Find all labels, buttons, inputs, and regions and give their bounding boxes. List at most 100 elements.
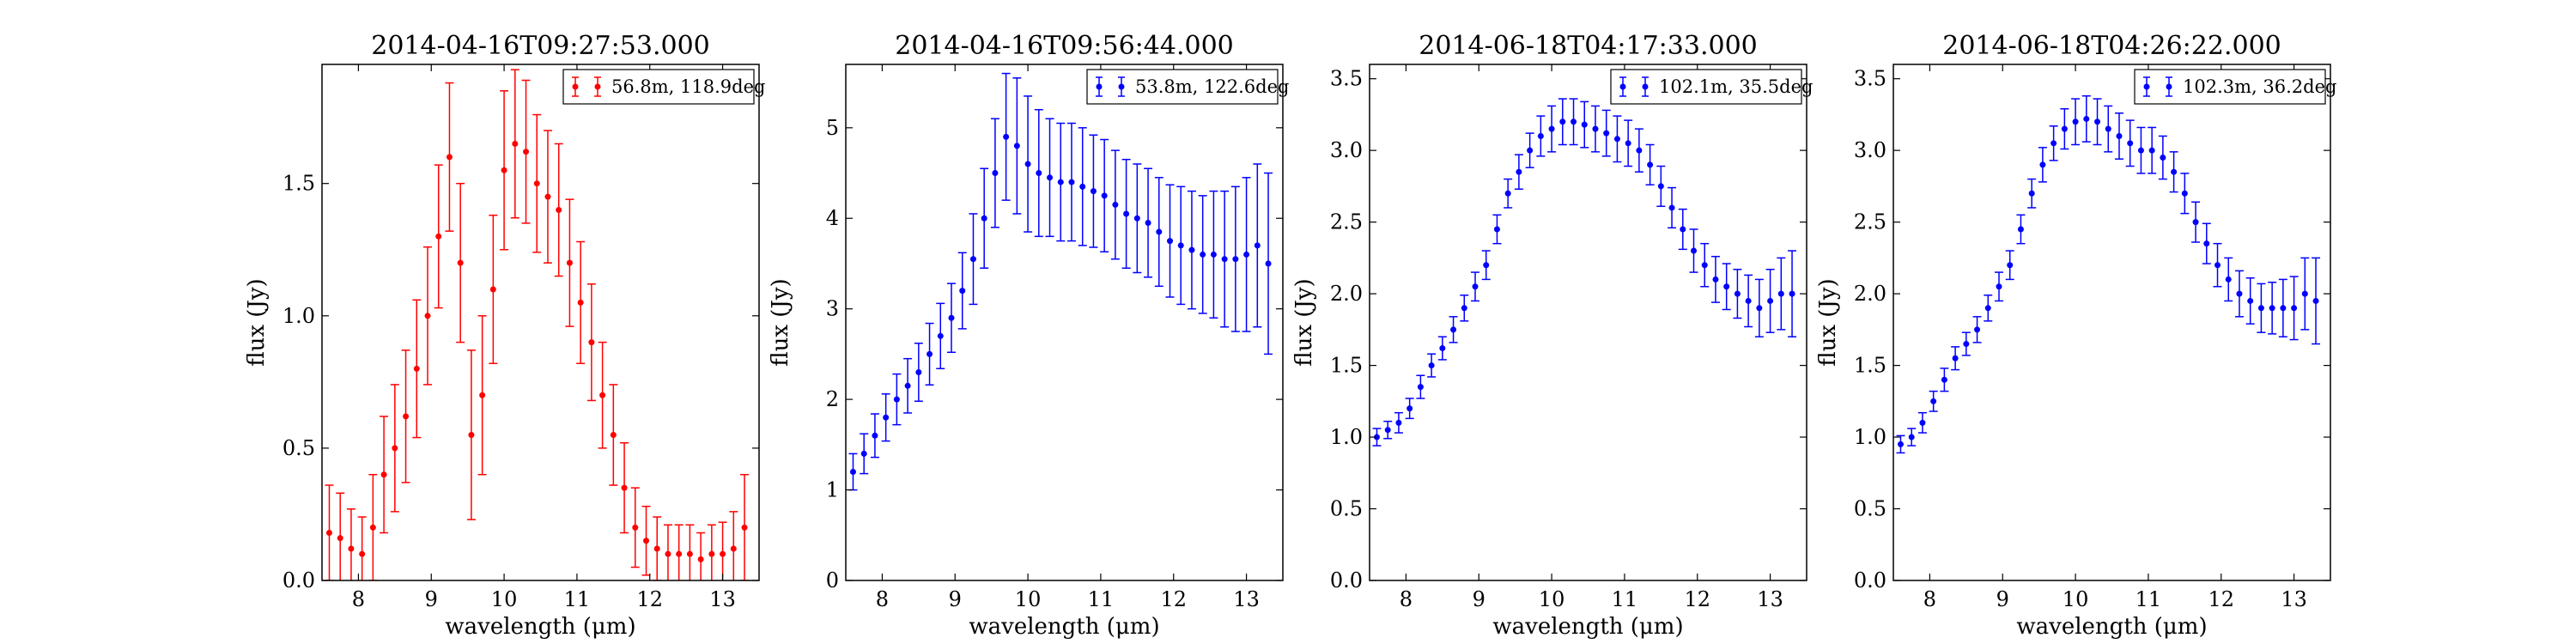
- legend-label: 102.3m, 36.2deg: [2183, 76, 2336, 97]
- data-point: [1723, 283, 1730, 290]
- data-point: [1625, 140, 1631, 147]
- data-point: [621, 484, 628, 491]
- data-point: [2225, 276, 2232, 283]
- x-tick-label: 12: [1160, 587, 1187, 611]
- data-point: [2215, 262, 2221, 269]
- legend: 53.8m, 122.6deg: [1086, 69, 1289, 105]
- chart-title: 2014-06-18T04:17:33.000: [1419, 31, 1758, 61]
- x-axis-label: wavelength (μm): [2016, 614, 2207, 640]
- data-point: [1167, 238, 1174, 245]
- data-point: [1210, 251, 1217, 258]
- data-point: [1221, 256, 1228, 263]
- data-point: [403, 413, 410, 420]
- x-tick-label: 9: [949, 587, 962, 611]
- data-point: [1003, 133, 1010, 140]
- data-point: [2007, 262, 2014, 269]
- y-tick-label: 3: [826, 297, 839, 321]
- data-point: [643, 538, 650, 544]
- data-point: [1930, 398, 1937, 404]
- x-tick-label: 11: [2136, 587, 2162, 611]
- y-tick-label: 3.5: [1330, 67, 1363, 91]
- y-axis-label: flux (Jy): [1815, 278, 1841, 366]
- data-point: [369, 524, 376, 531]
- x-tick-label: 9: [1473, 587, 1485, 611]
- data-point: [948, 314, 955, 321]
- data-point: [588, 339, 595, 346]
- data-point: [1559, 118, 1566, 125]
- data-point: [392, 445, 398, 452]
- y-tick-label: 0.0: [283, 568, 315, 592]
- axes-frame: [321, 64, 760, 581]
- y-tick-label: 4: [826, 206, 839, 230]
- data-point: [1047, 174, 1054, 181]
- data-point: [479, 392, 486, 398]
- data-point: [2116, 132, 2123, 139]
- data-point: [1057, 179, 1064, 185]
- data-point: [2269, 305, 2275, 312]
- data-point: [1024, 161, 1031, 167]
- legend-marker: [2143, 83, 2150, 90]
- chart-panel-4: 2014-06-18T04:26:22.000 8 9 10 11 12 13 0.0 0.5 1…: [1815, 31, 2336, 640]
- legend-marker: [572, 83, 579, 90]
- data-point: [435, 233, 442, 240]
- data-point: [741, 524, 748, 531]
- data-point: [1897, 440, 1904, 447]
- data-point: [2127, 140, 2134, 147]
- legend-label: 53.8m, 122.6deg: [1135, 76, 1289, 97]
- data-point: [981, 215, 987, 222]
- data-point: [1919, 419, 1926, 426]
- x-tick-label: 13: [2281, 587, 2307, 611]
- chart-title: 2014-06-18T04:26:22.000: [1942, 31, 2281, 61]
- x-tick-label: 10: [1539, 587, 1565, 611]
- data-point: [904, 382, 911, 389]
- data-point: [653, 545, 660, 552]
- x-tick-label: 8: [1400, 587, 1413, 611]
- data-point: [1636, 147, 1643, 154]
- data-point: [1613, 136, 1620, 143]
- data-point: [556, 207, 562, 214]
- data-point: [1395, 419, 1402, 426]
- data-point: [2247, 297, 2254, 304]
- y-tick-label: 2.5: [1330, 210, 1363, 234]
- data-point: [2061, 125, 2068, 132]
- data-point: [1461, 305, 1467, 312]
- data-point: [1243, 251, 1250, 258]
- y-tick-label: 0.5: [1854, 497, 1886, 521]
- y-tick-label: 3.0: [1854, 138, 1886, 162]
- data-point: [1133, 215, 1140, 222]
- data-point: [2312, 297, 2319, 304]
- data-point: [849, 468, 856, 475]
- data-point: [1472, 283, 1479, 290]
- legend-marker: [594, 83, 601, 90]
- x-tick-label: 8: [352, 587, 365, 611]
- data-point: [2028, 190, 2035, 197]
- data-point: [1745, 297, 1752, 304]
- legend: 56.8m, 118.9deg: [562, 69, 765, 105]
- data-point: [2257, 305, 2264, 312]
- data-point: [1504, 190, 1511, 197]
- data-point: [1548, 125, 1555, 132]
- data-point: [969, 256, 976, 263]
- data-point: [1603, 130, 1610, 137]
- data-point: [2039, 161, 2046, 168]
- data-point: [1036, 170, 1042, 177]
- y-tick-label: 1.0: [1330, 425, 1363, 449]
- data-point: [2105, 125, 2111, 132]
- y-tick-label: 1.5: [1330, 354, 1363, 378]
- x-axis-label: wavelength (μm): [969, 614, 1159, 640]
- x-tick-label: 12: [636, 587, 663, 611]
- data-point: [533, 180, 540, 187]
- y-tick-label: 5: [826, 116, 839, 140]
- data-point: [2160, 155, 2166, 161]
- y-axis-label: flux (Jy): [1291, 278, 1317, 366]
- data-point: [686, 550, 693, 557]
- legend-label: 56.8m, 118.9deg: [611, 76, 765, 97]
- y-tick-label: 2.5: [1854, 210, 1886, 234]
- data-point: [2192, 219, 2199, 226]
- data-point: [1188, 246, 1195, 253]
- y-tick-label: 3.5: [1854, 67, 1886, 91]
- data-point: [1668, 204, 1675, 211]
- data-point: [1406, 405, 1413, 412]
- data-point: [1952, 355, 1959, 361]
